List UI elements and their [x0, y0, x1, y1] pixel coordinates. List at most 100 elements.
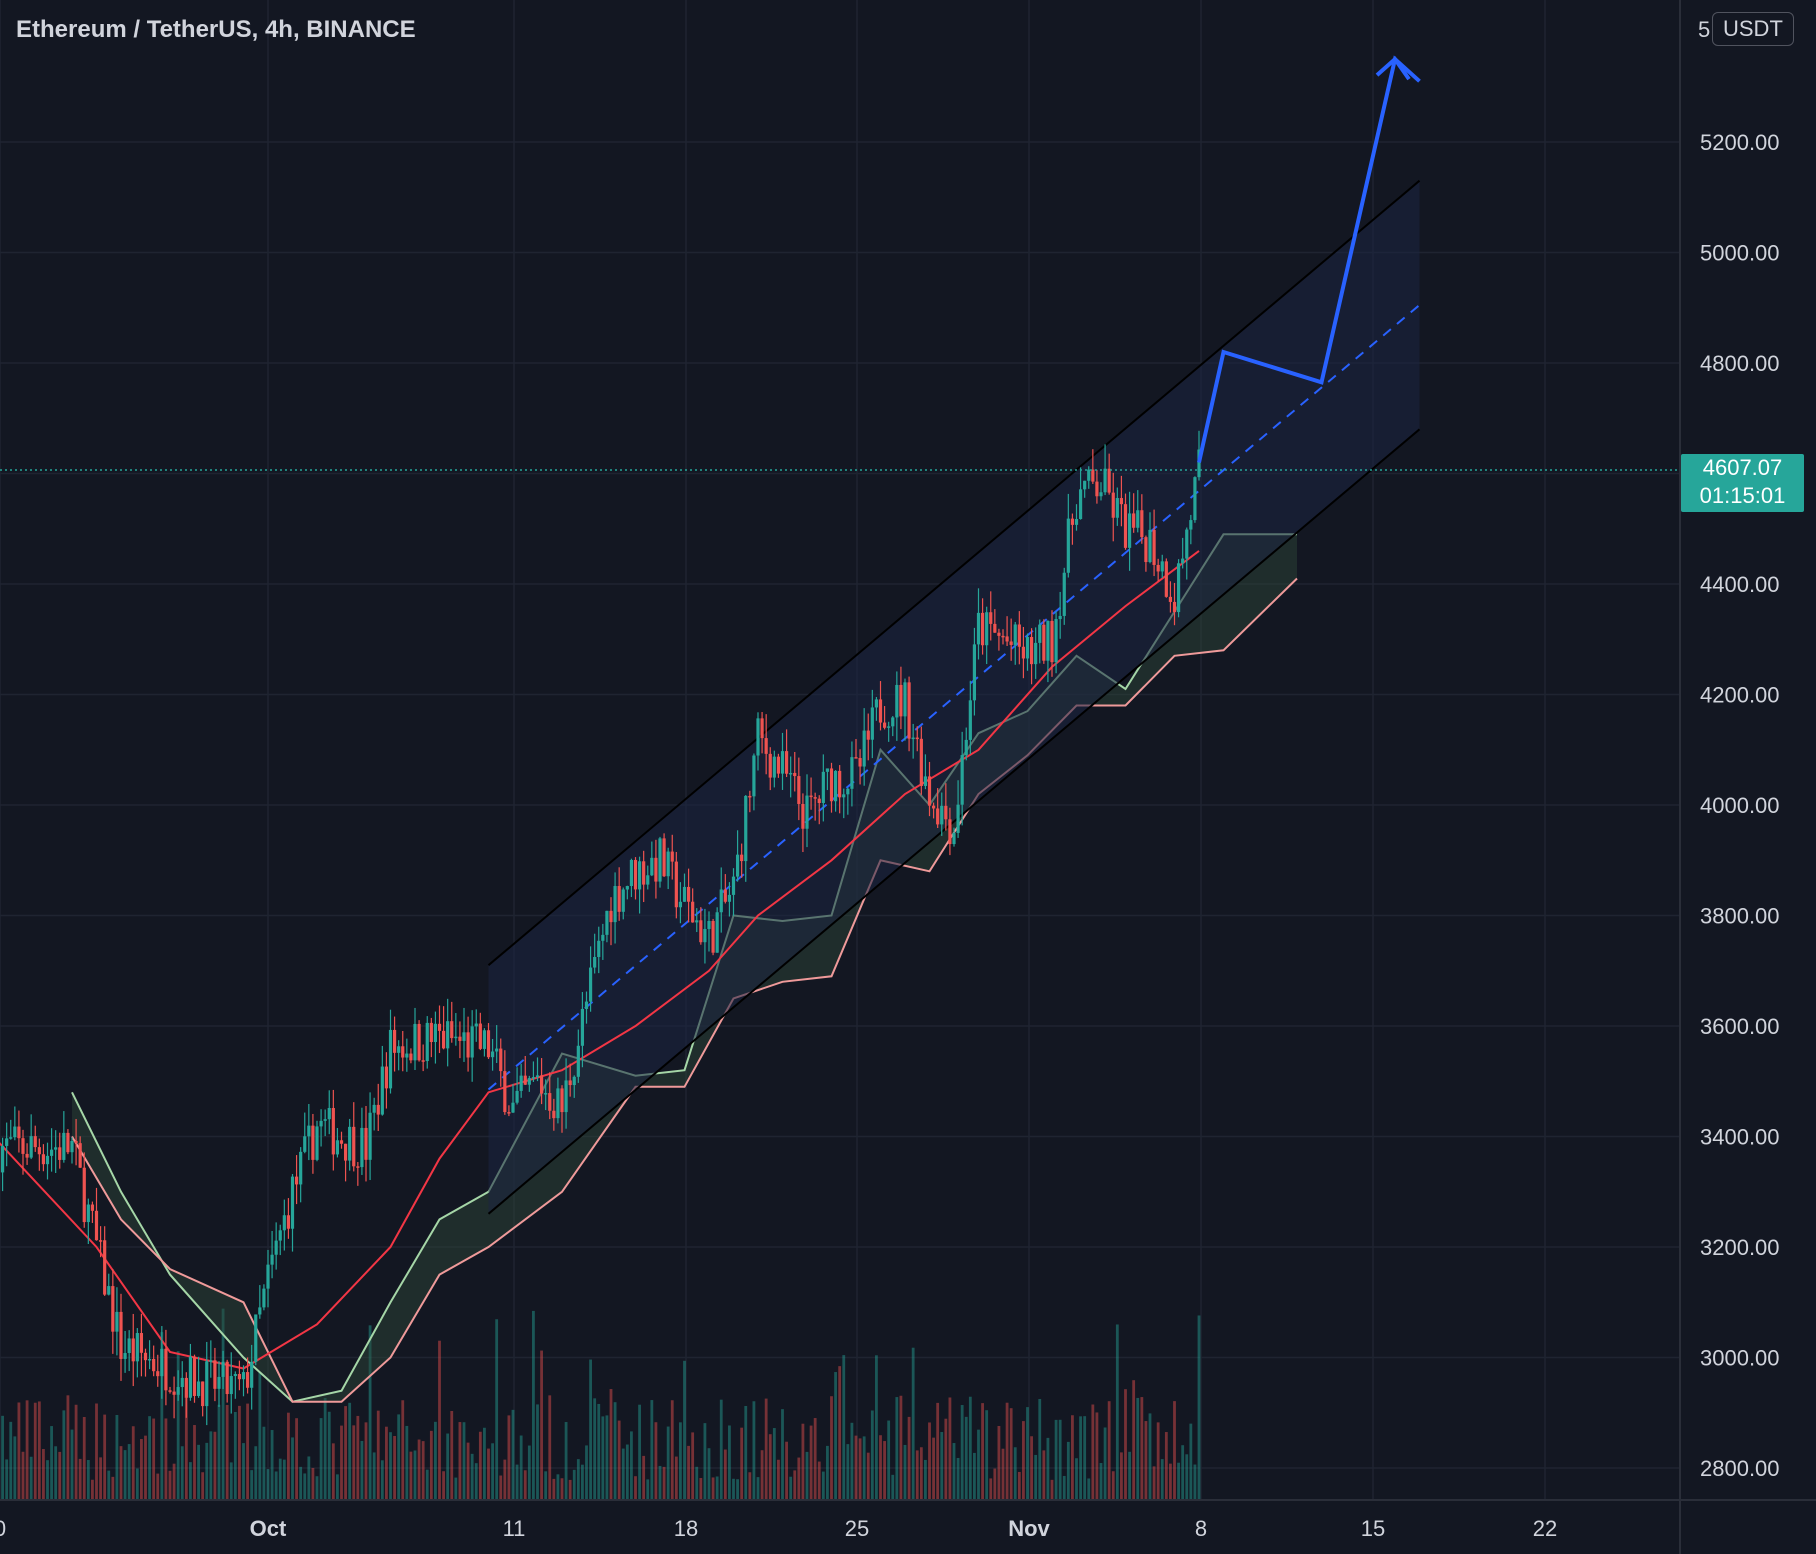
- time-axis[interactable]: 0 Oct 11 18 25 Nov 8 15 22: [0, 1516, 1557, 1541]
- candle-body: [789, 772, 793, 775]
- candle-body: [1078, 489, 1083, 520]
- volume-bar: [785, 1441, 788, 1500]
- symbol-title[interactable]: Ethereum / TetherUS, 4h, BINANCE: [16, 16, 416, 43]
- candle-body: [0, 1145, 5, 1173]
- candle-body: [1025, 637, 1030, 659]
- volume-bar: [817, 1461, 821, 1500]
- volume-bar: [752, 1401, 756, 1500]
- channel-upper-line[interactable]: [487, 179, 1421, 966]
- volume-bar: [1046, 1437, 1050, 1500]
- volume-bar: [793, 1470, 797, 1500]
- candle-body: [294, 1176, 299, 1185]
- volume-bar: [209, 1431, 213, 1500]
- candle-body: [90, 1204, 95, 1211]
- volume-bar: [695, 1466, 699, 1500]
- candle-body: [54, 1147, 58, 1150]
- volume-bar: [1197, 1315, 1201, 1500]
- candle-body: [258, 1307, 262, 1315]
- volume-bar: [532, 1310, 535, 1500]
- candle-body: [1062, 572, 1066, 616]
- volume-bar: [964, 1416, 968, 1500]
- candle-body: [580, 1008, 585, 1046]
- candle-body: [805, 795, 809, 829]
- volume-bar: [956, 1457, 960, 1500]
- volume-bar: [372, 1452, 376, 1500]
- volume-bar: [127, 1444, 131, 1500]
- candle-body: [874, 699, 879, 708]
- volume-bar: [1140, 1397, 1144, 1500]
- volume-bars: [1, 1308, 1201, 1500]
- candle-body: [1070, 518, 1075, 525]
- price-tick-label: 3600.00: [1700, 1014, 1780, 1039]
- volume-bar: [356, 1415, 360, 1500]
- candle-body: [49, 1149, 54, 1156]
- volume-bar: [581, 1464, 584, 1500]
- candle-body: [1127, 513, 1132, 548]
- price-tick-label: 3400.00: [1700, 1125, 1780, 1150]
- volume-bar: [960, 1405, 964, 1500]
- volume-bar: [895, 1397, 899, 1500]
- volume-bar: [768, 1434, 772, 1500]
- candle-body: [1095, 481, 1099, 497]
- candle-body: [503, 1071, 507, 1113]
- candle-body: [907, 682, 911, 739]
- candle-body: [740, 854, 744, 862]
- volume-bar: [985, 1410, 989, 1500]
- volume-bar: [511, 1409, 515, 1500]
- candle-body: [188, 1356, 193, 1398]
- candle-body: [278, 1230, 282, 1241]
- currency-unit-button[interactable]: USDT: [1712, 12, 1794, 46]
- channel-lower-line[interactable]: [487, 428, 1421, 1215]
- volume-bar: [478, 1431, 482, 1500]
- volume-bar: [491, 1443, 494, 1500]
- volume-bar: [642, 1455, 646, 1500]
- volume-bar: [593, 1398, 597, 1500]
- volume-bar: [340, 1425, 343, 1500]
- time-tick-label: 8: [1195, 1516, 1207, 1541]
- volume-bar: [879, 1435, 882, 1500]
- candle-body: [539, 1075, 544, 1094]
- candle-body: [380, 1066, 384, 1115]
- projection-line[interactable]: [1197, 55, 1421, 463]
- volume-bar: [789, 1476, 793, 1500]
- volume-bar: [438, 1340, 441, 1500]
- candle-body: [793, 772, 797, 777]
- candle-body: [221, 1361, 225, 1377]
- volume-bar: [164, 1418, 168, 1500]
- volume-bar: [560, 1478, 564, 1500]
- channel-mid-line[interactable]: [487, 304, 1421, 1091]
- candle-body: [674, 861, 678, 908]
- candle-body: [548, 1093, 552, 1111]
- volume-bar: [307, 1456, 311, 1500]
- candle-body: [695, 920, 699, 923]
- volume-bar: [707, 1448, 711, 1500]
- candle-body: [470, 1026, 474, 1058]
- projection-path[interactable]: [1197, 55, 1421, 463]
- candle-body: [62, 1132, 66, 1160]
- volume-bar: [977, 1429, 980, 1500]
- candle-body: [348, 1126, 352, 1161]
- candle-body: [842, 794, 846, 798]
- candle-body: [515, 1090, 519, 1103]
- volume-bar: [679, 1422, 682, 1500]
- volume-bar: [1095, 1412, 1099, 1500]
- price-tick-label: 3200.00: [1700, 1235, 1780, 1260]
- candle-body: [115, 1311, 119, 1332]
- candle-body: [482, 1030, 487, 1049]
- volume-bar: [826, 1445, 829, 1500]
- candle-body: [968, 700, 972, 740]
- candle-body: [1136, 510, 1140, 528]
- volume-bar: [540, 1350, 543, 1500]
- candle-body: [127, 1338, 131, 1354]
- candle-body: [229, 1376, 233, 1395]
- candle-body: [37, 1147, 41, 1155]
- volume-bar: [1120, 1452, 1123, 1500]
- volume-bar: [907, 1416, 911, 1500]
- candle-body: [368, 1112, 372, 1160]
- volume-bar: [1022, 1421, 1025, 1500]
- volume-bar: [1066, 1441, 1070, 1500]
- candle-body: [213, 1360, 217, 1389]
- candle-body: [1123, 504, 1128, 548]
- price-axis[interactable]: 5200.00 5000.00 4800.00 4400.00 4200.00 4000.…: [1700, 130, 1780, 1481]
